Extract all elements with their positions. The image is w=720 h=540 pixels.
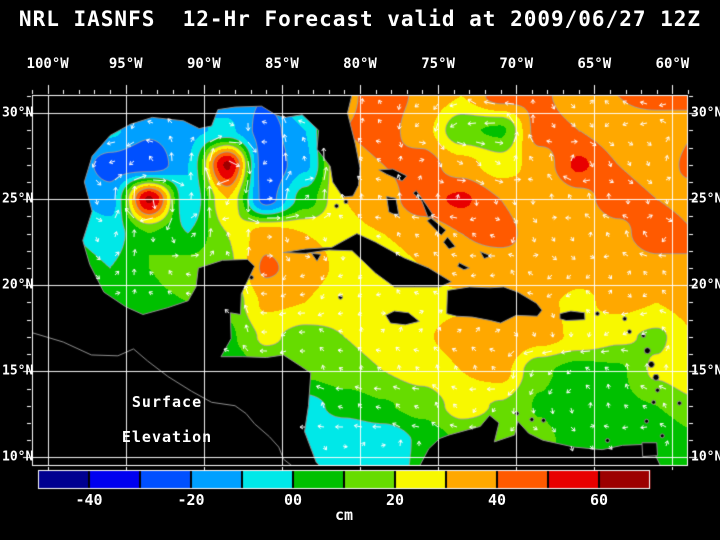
colorbar-unit-label: cm — [334, 506, 354, 524]
colorbar-tick-label: 60 — [589, 491, 609, 509]
lon-tick-label: 90°W — [186, 56, 221, 72]
lon-tick-label: 75°W — [421, 56, 455, 72]
lat-tick-label-left: 10°N — [2, 449, 34, 465]
page-title: NRL IASNFS 12-Hr Forecast valid at 2009/… — [18, 7, 702, 31]
lat-tick-label-right: 15°N — [691, 363, 720, 379]
lat-tick-label-left: 20°N — [2, 277, 34, 293]
lon-tick-label: 95°W — [108, 56, 143, 72]
colorbar-tick-label: 00 — [283, 491, 303, 509]
lon-tick-label: 85°W — [265, 56, 299, 72]
lat-tick-label-right: 10°N — [691, 449, 720, 465]
surface-elevation-label-line2: Elevation — [121, 428, 213, 446]
lat-tick-label-left: 15°N — [2, 363, 34, 379]
lat-tick-label-left: 30°N — [2, 105, 34, 121]
colorbar-tick-label: 20 — [385, 491, 405, 509]
lat-tick-label-left: 25°N — [2, 191, 34, 207]
colorbar-tick-label: 40 — [487, 491, 507, 509]
surface-elevation-label-line1: Surface — [131, 393, 203, 411]
lat-tick-label-right: 25°N — [691, 191, 720, 207]
colorbar-tick-label: -20 — [177, 491, 205, 509]
colorbar-tick-label: -40 — [75, 491, 103, 509]
lat-tick-label-right: 20°N — [691, 277, 720, 293]
lon-tick-label: 100°W — [26, 56, 69, 72]
lat-tick-label-right: 30°N — [691, 105, 720, 121]
lon-tick-label: 70°W — [499, 56, 534, 72]
lon-tick-label: 65°W — [577, 56, 612, 72]
lon-tick-label: 60°W — [655, 56, 690, 72]
lon-tick-label: 80°W — [343, 56, 377, 72]
